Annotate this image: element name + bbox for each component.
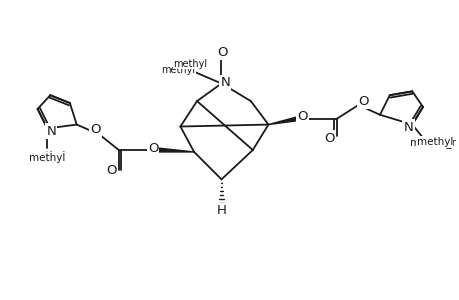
Text: methyl: methyl [29,151,66,161]
Text: O: O [90,123,101,136]
Text: N: N [404,120,413,133]
Text: N: N [403,121,412,134]
Text: methyl: methyl [29,153,66,163]
Text: H: H [216,204,226,217]
Text: methyl: methyl [172,68,177,69]
Text: N: N [220,76,230,89]
Text: O: O [357,94,368,108]
Text: N: N [45,124,55,137]
Text: methyl: methyl [176,67,181,68]
Text: O: O [148,142,157,155]
Text: N: N [46,125,56,138]
Text: O: O [323,132,334,145]
Text: O: O [90,123,100,136]
Text: H: H [216,203,226,216]
Text: methyl: methyl [416,137,452,147]
Text: methyl_r: methyl_r [409,137,455,148]
Text: O: O [324,131,333,144]
Text: O: O [297,110,307,123]
Text: O: O [108,164,118,177]
Text: O: O [147,142,158,154]
Text: O: O [297,111,307,124]
Text: O: O [217,46,227,59]
Text: O: O [357,94,366,108]
Text: N: N [220,76,230,89]
Polygon shape [268,117,297,124]
Text: methyl: methyl [173,59,207,69]
Text: O: O [106,164,117,177]
Text: methyl: methyl [161,65,195,75]
Polygon shape [157,148,194,152]
Text: O: O [217,46,227,59]
